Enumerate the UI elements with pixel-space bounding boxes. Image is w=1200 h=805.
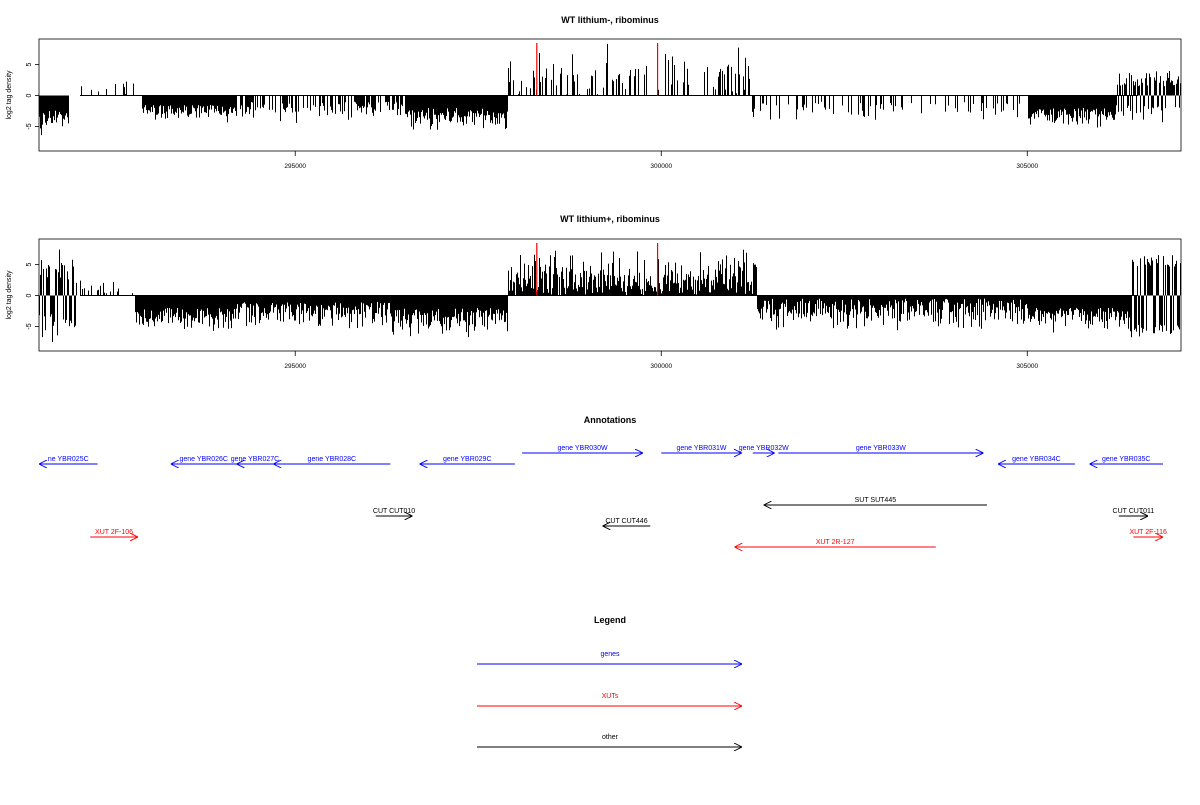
panel-1-x-axis: 295000 300000 305000 — [284, 151, 1038, 170]
legend-title: Legend — [594, 615, 626, 625]
y-tick-label: -5 — [26, 123, 33, 129]
legend-items: genes XUTs other — [477, 651, 742, 747]
legend-panel: Legend genes XUTs other — [477, 615, 742, 747]
panel-1-markers — [536, 43, 659, 96]
annotation-features: ne YBR025C gene YBR026C gene YBR027C gene Y… — [39, 445, 1167, 547]
panel-2-ylabel: log2 tag density — [6, 270, 13, 320]
annotation-label: gene YBR027C — [231, 456, 280, 463]
annotations-title: Annotations — [584, 415, 637, 425]
x-tick-label: 305000 — [1016, 363, 1038, 370]
panel-2-y-axis: -5 0 5 — [26, 262, 39, 330]
y-tick-label: 5 — [26, 62, 33, 66]
panel-2-bars — [39, 249, 1181, 342]
panel-2-markers — [536, 243, 659, 296]
panel-1-title: WT lithium-, ribominus — [561, 15, 659, 25]
annotation-label: XUT 2F-116 — [1129, 529, 1167, 536]
annotation-label: CUT CUT011 — [1113, 508, 1155, 515]
annotation-label: gene YBR035C — [1102, 456, 1151, 463]
y-tick-label: 0 — [26, 293, 33, 297]
x-tick-label: 295000 — [284, 363, 306, 370]
annotation-label: XUT 2F-106 — [95, 529, 133, 536]
x-tick-label: 300000 — [650, 163, 672, 170]
x-tick-label: 295000 — [284, 163, 306, 170]
y-tick-label: -5 — [26, 323, 33, 329]
legend-label: XUTs — [602, 693, 619, 700]
annotation-label: gene YBR030W — [558, 445, 608, 452]
annotation-label: XUT 2R-127 — [816, 539, 855, 546]
x-tick-label: 305000 — [1016, 163, 1038, 170]
panel-1-ylabel: log2 tag density — [6, 70, 13, 120]
annotation-label: gene YBR029C — [443, 456, 492, 463]
annotation-label: gene YBR031W — [676, 445, 726, 452]
annotation-label: CUT CUT010 — [373, 508, 415, 515]
legend-label: other — [602, 734, 619, 741]
y-tick-label: 5 — [26, 262, 33, 266]
panel-2-title: WT lithium+, ribominus — [560, 214, 660, 224]
panel-1-bars — [39, 43, 1181, 136]
annotation-label: gene YBR033W — [856, 445, 906, 452]
annotation-label: gene YBR032W — [739, 445, 789, 452]
annotation-label: ne YBR025C — [48, 456, 89, 463]
x-tick-label: 300000 — [650, 363, 672, 370]
annotation-label: SUT SUT445 — [855, 497, 897, 504]
annotation-label: gene YBR028C — [308, 456, 357, 463]
y-tick-label: 0 — [26, 93, 33, 97]
legend-label: genes — [600, 651, 620, 658]
annotation-label: gene YBR026C — [179, 456, 228, 463]
panel-2-x-axis: 295000 300000 305000 — [284, 351, 1038, 370]
density-panel-1: WT lithium-, ribominus log2 tag density … — [6, 15, 1182, 170]
density-panel-2: WT lithium+, ribominus log2 tag density … — [6, 214, 1182, 370]
annotations-panel: Annotations ne YBR025C gene YBR026C gene Y… — [39, 415, 1167, 547]
annotation-label: gene YBR034C — [1012, 456, 1061, 463]
annotation-label: CUT CUT446 — [605, 518, 647, 525]
panel-1-y-axis: -5 0 5 — [26, 62, 39, 130]
